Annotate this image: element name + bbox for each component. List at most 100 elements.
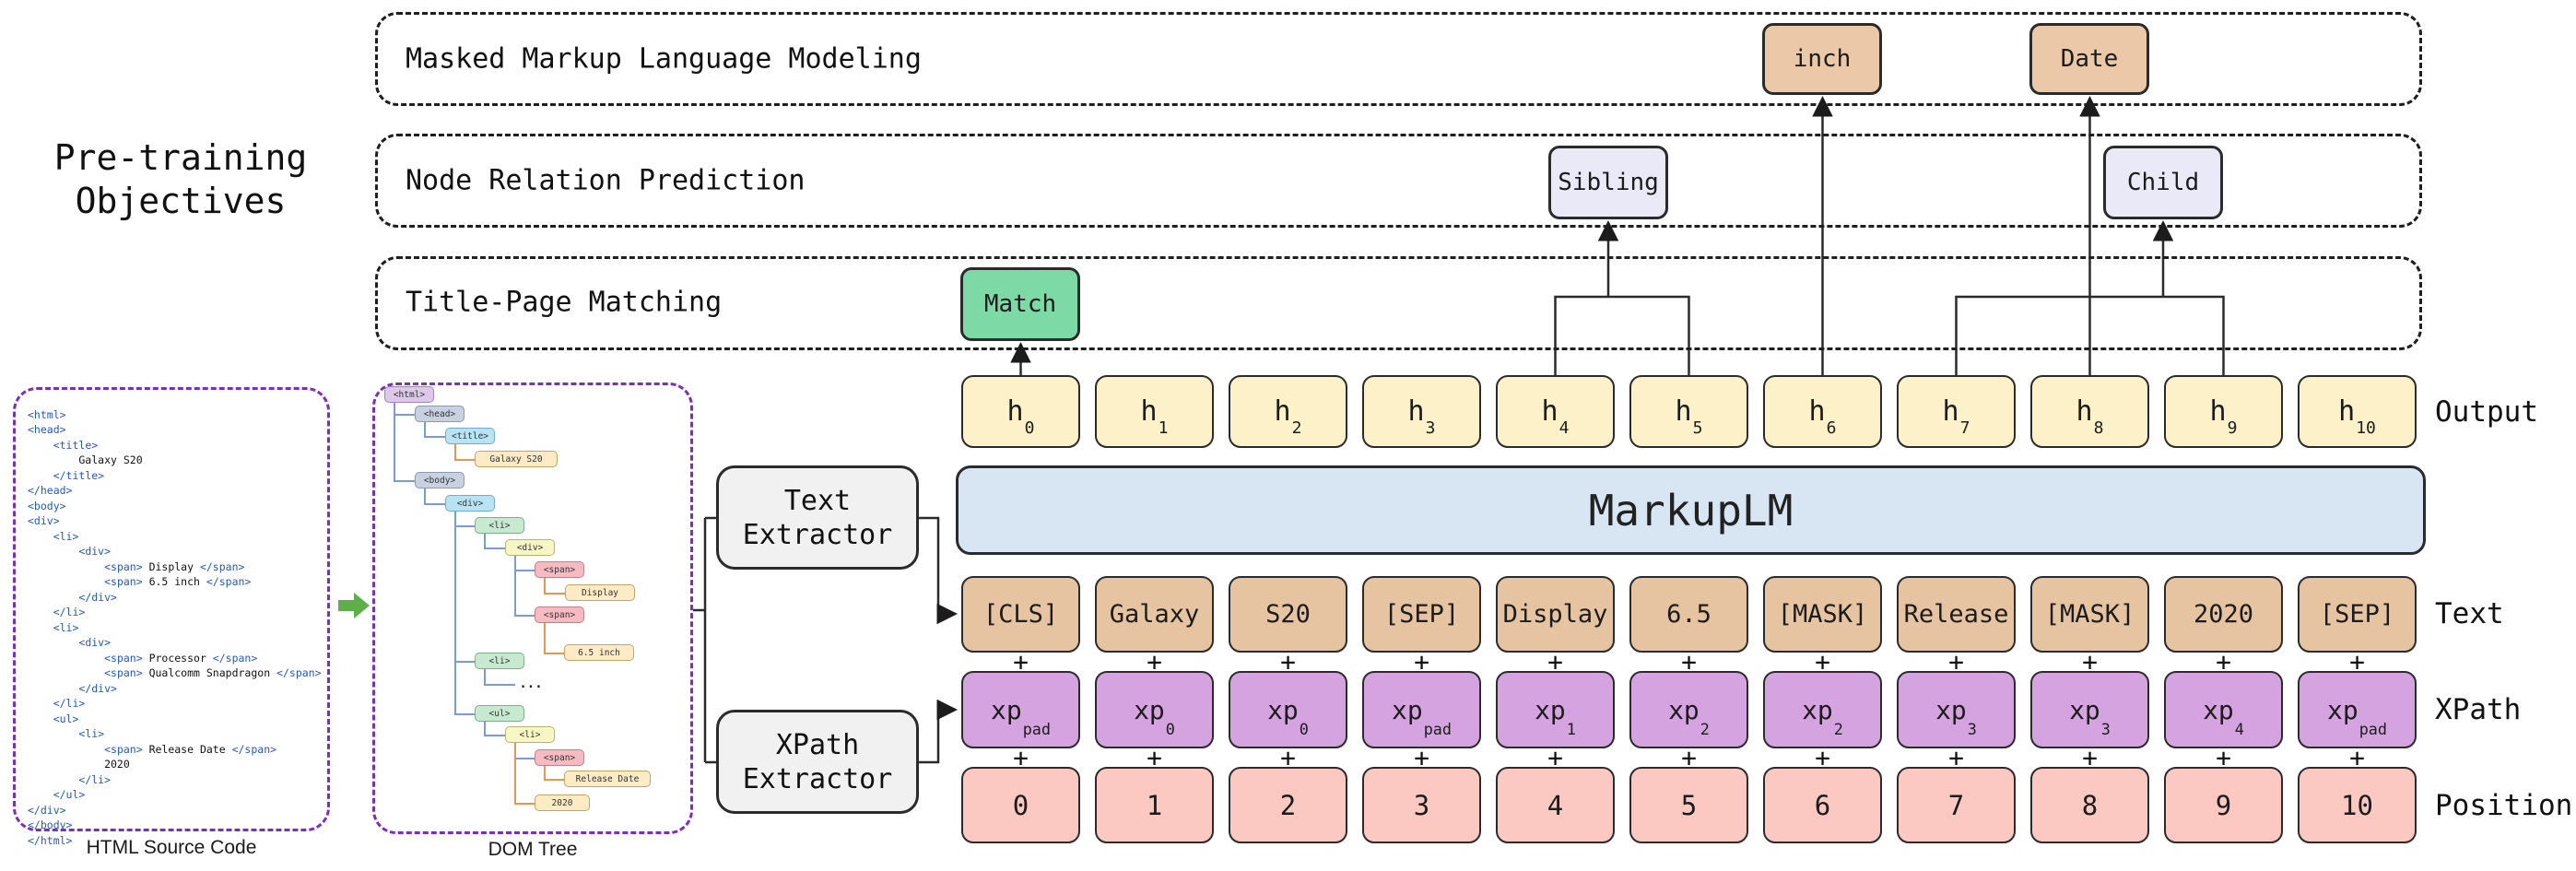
- html-to-dom-arrow-icon: [338, 593, 370, 618]
- plus-sign: +: [1681, 742, 1697, 773]
- xpath-token-9: xp 4: [2164, 671, 2283, 748]
- dom-edge-span2-inch65: [544, 653, 564, 654]
- text-token-6: [MASK]: [1763, 576, 1882, 653]
- dom-edge-li3-span3: [514, 758, 535, 759]
- plus-sign: +: [1414, 742, 1429, 773]
- chip-match: Match: [960, 267, 1080, 341]
- dom-node-li2: <li>: [475, 653, 524, 669]
- xpath-extractor-line1: XPath: [775, 728, 860, 761]
- plus-sign: +: [1681, 646, 1697, 677]
- xpath-token-6: xp 2: [1763, 671, 1882, 748]
- pretraining-objectives-line1: Pre-training: [53, 137, 308, 178]
- plus-sign: +: [1414, 646, 1429, 677]
- objective-label-nrp: Node Relation Prediction: [406, 164, 806, 197]
- objective-label-tpm: Title-Page Matching: [406, 286, 723, 319]
- token-column-3: h 3 [SEP] + xp pad +3: [1362, 0, 1481, 871]
- text-token-3: [SEP]: [1362, 576, 1481, 653]
- text-token-4: Display: [1496, 576, 1615, 653]
- xpath-token-7: xp 3: [1897, 671, 2016, 748]
- dom-edge-div1-li2: [454, 661, 475, 663]
- plus-sign: +: [1013, 742, 1029, 773]
- dom-node-li1: <li>: [475, 517, 524, 534]
- position-token-10: 10: [2298, 767, 2417, 843]
- dom-edge-div1-li1: [454, 525, 475, 527]
- plus-sign: +: [1280, 742, 1296, 773]
- dom-edge-li1-div2: [484, 547, 505, 549]
- plus-sign: +: [1147, 646, 1162, 677]
- xpath-extractor-box: XPath Extractor: [716, 710, 919, 814]
- position-token-3: 3: [1362, 767, 1481, 843]
- objective-label-mmlm: Masked Markup Language Modeling: [406, 42, 922, 76]
- dom-edge-body-div1: [424, 503, 445, 505]
- dom-node-inch65: 6.5 inch: [564, 644, 634, 661]
- token-column-1: h 1 Galaxy + xp 0 +1: [1095, 0, 1214, 871]
- plus-sign: +: [1280, 646, 1296, 677]
- dom-node-reldate: Release Date: [564, 771, 651, 787]
- dom-edge-span3-reldate: [544, 766, 546, 779]
- text-token-1: Galaxy: [1095, 576, 1214, 653]
- row-label-output: Output: [2435, 395, 2538, 429]
- xpath-token-2: xp 0: [1229, 671, 1347, 748]
- token-column-4: h 4 Display + xp 1 +4: [1496, 0, 1615, 871]
- dom-node-galaxy: Galaxy S20: [475, 451, 558, 467]
- dom-edge-html-head: [394, 414, 415, 416]
- dom-edge-title-galaxy: [454, 459, 475, 461]
- token-column-2: h 2 S20 + xp 0 +2: [1229, 0, 1347, 871]
- markuplm-model-box: MarkupLM: [956, 465, 2426, 555]
- plus-sign: +: [2216, 646, 2231, 677]
- token-column-10: h 10 [SEP] + xp pad +10: [2298, 0, 2417, 871]
- xpath-token-0: xp pad: [961, 671, 1080, 748]
- dom-edge-li2-dots: [484, 684, 515, 686]
- token-column-8: h 8 [MASK] + xp 3 +8: [2030, 0, 2149, 871]
- dom-edge-html-body: [394, 403, 395, 480]
- row-label-position: Position: [2435, 789, 2573, 822]
- dom-edge-li1-div2: [484, 534, 486, 547]
- dom-node-body: <body>: [415, 472, 465, 488]
- dom-node-li3: <li>: [505, 726, 555, 743]
- position-token-5: 5: [1629, 767, 1748, 843]
- dom-node-div1: <div>: [445, 495, 495, 512]
- position-token-6: 6: [1763, 767, 1882, 843]
- plus-sign: +: [2082, 646, 2098, 677]
- token-column-5: h 5 6.5 + xp 2 +5: [1629, 0, 1748, 871]
- dom-edge-head-title: [424, 422, 426, 436]
- dom-panel-caption: DOM Tree: [488, 839, 578, 860]
- output-token-h10: h 10: [2298, 375, 2417, 448]
- token-column-9: h 9 2020 + xp 4 +9: [2164, 0, 2283, 871]
- dom-edge-div2-span1: [514, 570, 535, 571]
- token-column-6: h 6 [MASK] + xp 2 +6: [1763, 0, 1882, 871]
- xpath-token-5: xp 2: [1629, 671, 1748, 748]
- plus-sign: +: [1547, 646, 1563, 677]
- position-token-2: 2: [1229, 767, 1347, 843]
- dom-edge-span1-display: [544, 593, 565, 594]
- dom-edge-div1-ul: [454, 512, 456, 713]
- row-label-xpath: XPath: [2435, 693, 2522, 726]
- dom-edge-span2-inch65: [544, 623, 546, 653]
- chip-inch: inch: [1762, 23, 1882, 95]
- plus-sign: +: [2216, 742, 2231, 773]
- chip-child: Child: [2103, 146, 2223, 219]
- text-extractor-line2: Extractor: [742, 518, 893, 551]
- dom-edge-div2-span2: [514, 556, 516, 615]
- dom-edge-li3-n2020: [514, 803, 535, 805]
- position-token-7: 7: [1897, 767, 2016, 843]
- text-token-8: [MASK]: [2030, 576, 2149, 653]
- token-column-0: h 0 [CLS] + xp pad +0: [961, 0, 1080, 871]
- dom-edge-div1-ul: [454, 713, 475, 715]
- dom-edge-li3-n2020: [514, 743, 516, 803]
- pretraining-objectives-title: Pre-training Objectives: [17, 136, 345, 223]
- xpath-token-10: xp pad: [2298, 671, 2417, 748]
- dom-node-span2: <span>: [535, 606, 584, 623]
- dom-edge-span1-display: [544, 578, 546, 593]
- objective-box-tpm: [375, 256, 2422, 350]
- dom-edge-span3-reldate: [544, 779, 564, 781]
- link-textextractor-cls: [919, 516, 958, 625]
- position-token-8: 8: [2030, 767, 2149, 843]
- text-extractor-line1: Text: [783, 484, 852, 517]
